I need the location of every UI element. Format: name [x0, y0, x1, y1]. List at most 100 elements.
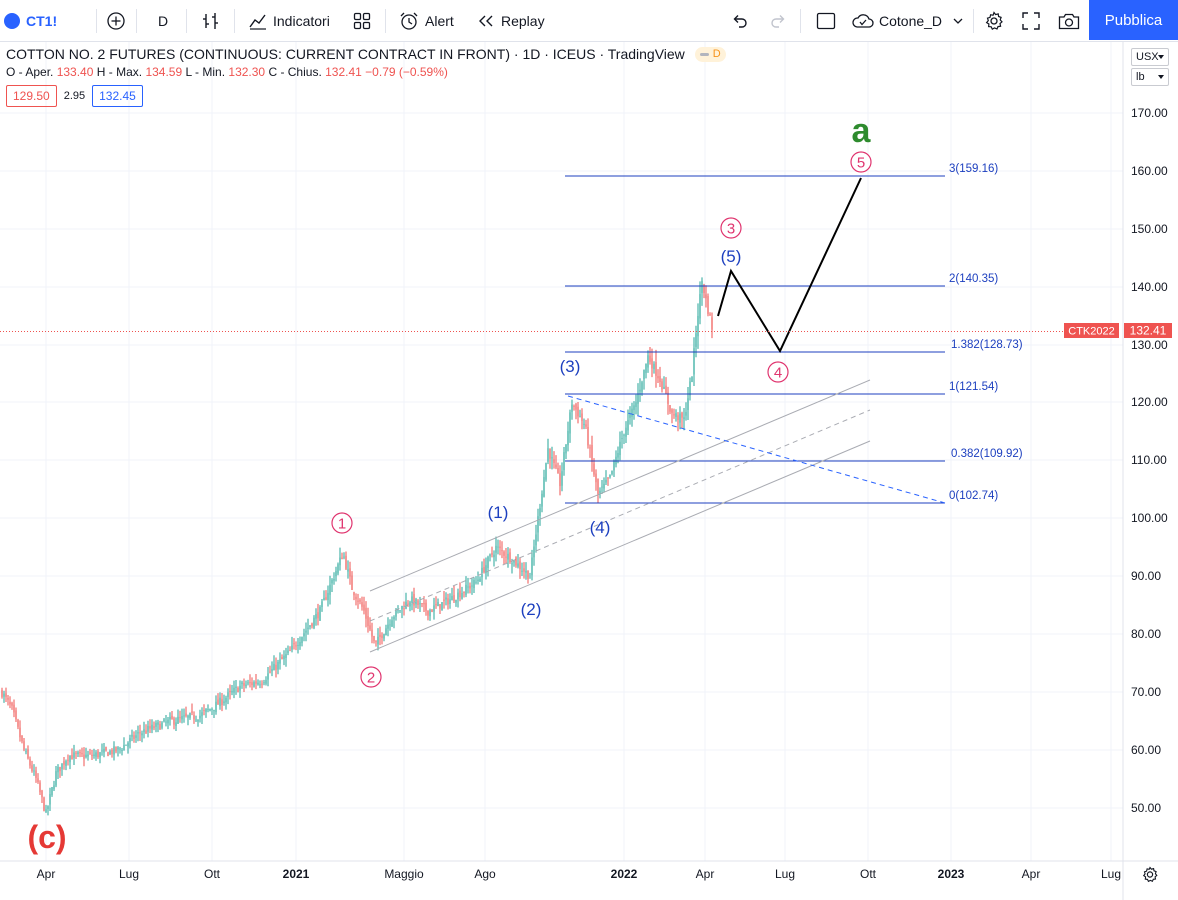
fullscreen-layout-button[interactable] — [815, 0, 837, 42]
candle-body — [693, 348, 695, 375]
candle-body — [77, 752, 79, 754]
wave-label-3-circle — [720, 217, 742, 239]
candle-body — [401, 606, 403, 610]
square-icon — [816, 12, 836, 30]
price-tick-label: 80.00 — [1131, 627, 1161, 641]
candle-body — [333, 578, 335, 581]
price-scale[interactable]: 170.00 160.00 150.00 140.00 130.00 120.00 110.… — [1131, 106, 1168, 815]
candle-body — [43, 797, 45, 811]
candle-body — [711, 317, 713, 330]
sell-price-button[interactable]: 129.50 — [6, 85, 57, 107]
indicators-button[interactable]: Indicatori — [248, 0, 330, 42]
projection-path[interactable] — [717, 177, 862, 354]
chart-type-button[interactable] — [201, 0, 221, 42]
redo-button[interactable] — [768, 0, 788, 42]
candle-body — [297, 645, 299, 647]
candle-body — [597, 479, 599, 495]
buy-price-button[interactable]: 132.45 — [92, 85, 143, 107]
candle-body — [605, 479, 607, 483]
alert-button[interactable]: Alert — [398, 0, 454, 42]
toolbar-divider — [186, 9, 187, 33]
candle-body — [421, 603, 423, 605]
channel-median-line[interactable] — [369, 409, 871, 622]
candle-body — [587, 427, 589, 446]
price-chart[interactable]: 3(159.16) 2(140.35) 1.382(128.73) 1(121.54)… — [0, 42, 1178, 900]
candle-body — [377, 636, 379, 645]
candle-body — [685, 411, 687, 416]
candle-body — [93, 754, 95, 756]
trend-line-dashed[interactable] — [567, 395, 946, 504]
unit-label: lb — [1136, 71, 1145, 83]
unit-select[interactable]: lb — [1131, 68, 1169, 86]
candle-body — [519, 561, 521, 570]
candle-body — [541, 493, 543, 507]
delay-badge[interactable]: D — [694, 46, 726, 62]
candle-body — [629, 414, 631, 418]
time-tick-label: Apr — [1022, 867, 1041, 881]
scale-settings-button[interactable] — [1142, 866, 1158, 883]
candle-body — [221, 699, 223, 705]
candle-body — [507, 553, 509, 560]
candle-body — [329, 584, 331, 595]
candle-body — [509, 552, 511, 563]
candle-body — [91, 754, 93, 757]
toolbar-divider — [234, 9, 235, 33]
legend-title-row: COTTON NO. 2 FUTURES (CONTINUOUS: CURREN… — [6, 46, 726, 62]
candle-body — [665, 385, 667, 395]
candle-body — [343, 556, 345, 558]
interval-button[interactable]: D — [158, 0, 168, 42]
candle-body — [219, 697, 221, 707]
candle-body — [475, 581, 477, 583]
candle-body — [549, 448, 551, 459]
candle-body — [395, 609, 397, 617]
candle-body — [641, 382, 643, 392]
symbol-description[interactable]: COTTON NO. 2 FUTURES (CONTINUOUS: CURREN… — [6, 46, 685, 62]
candle-body — [603, 483, 605, 489]
symbol-search-button[interactable]: CT1! — [4, 0, 57, 42]
candle-body — [5, 693, 7, 697]
candle-body — [609, 474, 611, 478]
candle-body — [525, 570, 527, 573]
candle-body — [301, 637, 303, 644]
fullscreen-button[interactable] — [1021, 0, 1041, 42]
layout-menu-button[interactable]: Cotone_D — [851, 0, 966, 42]
candle-body — [523, 568, 525, 572]
replay-button[interactable]: Replay — [476, 0, 545, 42]
candle-body — [369, 625, 371, 630]
candle-body — [299, 641, 301, 647]
candle-body — [69, 755, 71, 763]
candle-body — [457, 592, 459, 600]
candle-body — [201, 712, 203, 717]
currency-select[interactable]: USX — [1131, 48, 1169, 66]
snapshot-button[interactable] — [1057, 0, 1081, 42]
undo-button[interactable] — [730, 0, 750, 42]
candle-body — [691, 377, 693, 382]
last-price-tag — [1124, 323, 1172, 338]
candle-body — [179, 717, 181, 719]
publish-button[interactable]: Pubblica — [1089, 0, 1178, 40]
layout-templates-button[interactable] — [352, 0, 372, 42]
chart-settings-button[interactable] — [983, 0, 1005, 42]
candle-body — [71, 755, 73, 760]
candle-body — [287, 650, 289, 654]
candle-body — [127, 743, 129, 747]
symbol-logo-icon — [4, 13, 20, 29]
wave-label-a: a — [852, 112, 872, 150]
compare-symbol-button[interactable] — [106, 0, 126, 42]
channel-upper-line[interactable] — [369, 379, 871, 592]
chevron-down-icon — [1158, 55, 1164, 59]
candle-body — [75, 752, 77, 754]
candle-body — [119, 748, 121, 750]
candle-body — [25, 751, 27, 753]
candle-body — [247, 682, 249, 684]
candle-body — [215, 701, 217, 713]
time-scale[interactable]: Apr Lug Ott 2021 Maggio Ago 2022 Apr Lug Ott 2023 A… — [37, 867, 1121, 881]
subwave-label-5: (5) — [721, 247, 742, 266]
price-tick-label: 70.00 — [1131, 685, 1161, 699]
candle-body — [7, 698, 9, 700]
candle-body — [347, 569, 349, 572]
candle-body — [453, 595, 455, 602]
candle-body — [561, 471, 563, 486]
close-value: 132.41 — [325, 65, 362, 79]
channel-lower-line[interactable] — [369, 440, 871, 653]
